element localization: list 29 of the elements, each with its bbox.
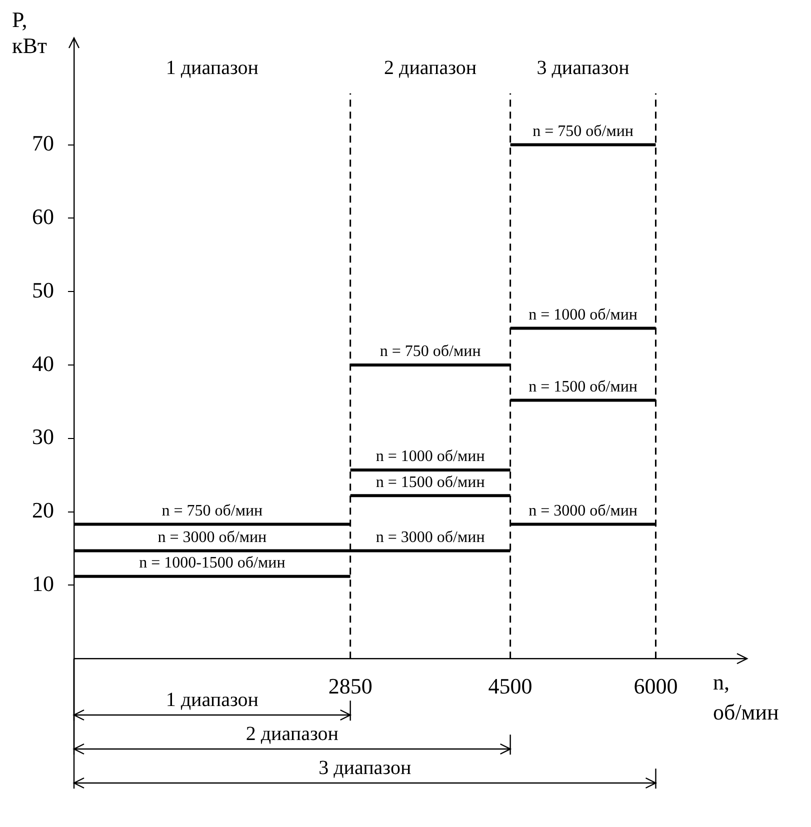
text: 1 диапазон <box>166 688 259 711</box>
annotation: n = 3000 об/мин <box>376 528 486 546</box>
x-tick-label: 6000 <box>634 674 678 699</box>
annotation: n = 750 об/мин <box>532 122 634 140</box>
y-tick-label: 70 <box>32 130 54 156</box>
annotation: 1 диапазон <box>166 56 259 79</box>
annotation: n = 1500 об/мин <box>528 378 638 396</box>
text: 3 диапазон <box>318 756 412 779</box>
text: 2 диапазон <box>246 722 339 745</box>
y-tick-label: 50 <box>32 277 54 302</box>
annotation: n = 1500 об/мин <box>376 474 486 491</box>
x-axis-title: n, об/мин <box>713 669 779 724</box>
y-axis-title: P, кВт <box>12 6 48 58</box>
annotation: 2 диапазон <box>384 56 477 79</box>
annotation: n = 1000 об/мин <box>528 306 638 324</box>
x-tick-label: 2850 <box>328 674 372 699</box>
annotation: n = 3000 об/мин <box>528 502 638 520</box>
annotation: n = 750 об/мин <box>380 343 482 360</box>
annotation: n = 1000-1500 об/мин <box>139 554 286 572</box>
y-tick-label: 60 <box>32 204 54 229</box>
y-tick-label: 10 <box>32 570 54 596</box>
y-tick-label: 40 <box>32 350 54 376</box>
x-tick-label: 4500 <box>488 674 532 699</box>
annotation: n = 750 об/мин <box>162 502 264 520</box>
annotation: n = 3000 об/мин <box>158 528 268 546</box>
y-tick-label: 20 <box>32 498 54 523</box>
annotation: 3 диапазон <box>536 56 630 79</box>
y-tick-label: 30 <box>32 424 54 450</box>
annotation: n = 1000 об/мин <box>376 448 486 466</box>
